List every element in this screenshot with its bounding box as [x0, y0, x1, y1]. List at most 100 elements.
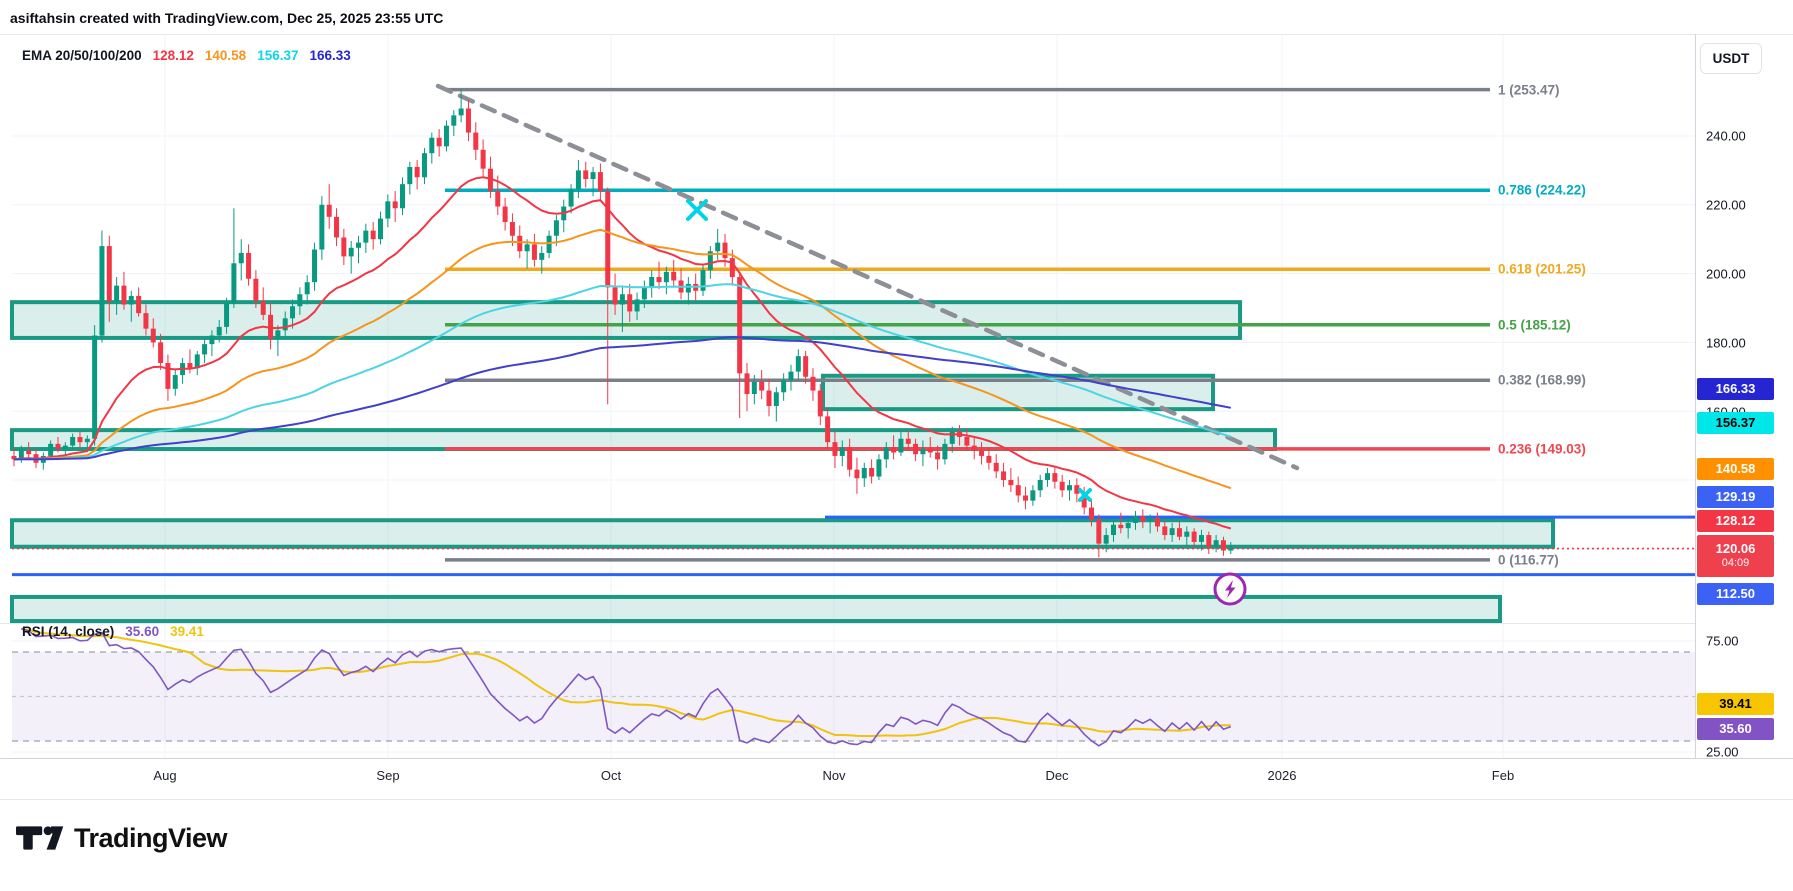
candle-body [150, 328, 156, 343]
candle-body [121, 285, 127, 305]
x-cross-marker [1078, 488, 1092, 502]
candle-body [575, 170, 581, 190]
price-badge: 35.60 [1697, 718, 1774, 740]
chart-top-border [0, 34, 1793, 35]
rsi-legend: RSI (14, close) 35.60 39.41 [22, 624, 204, 639]
candle-body [795, 356, 801, 372]
candle-body [77, 437, 83, 443]
candle-body [568, 189, 574, 207]
candle-body [392, 201, 398, 209]
candle-body [414, 166, 420, 178]
price-badge-value: 166.33 [1715, 380, 1756, 396]
fib-label-2[interactable]: 0.618 (201.25) [1498, 261, 1586, 277]
ema-line-200 [13, 335, 1231, 461]
fib-label-4[interactable]: 0.382 (168.99) [1498, 372, 1586, 388]
candle-body [509, 222, 515, 236]
candle-body [612, 287, 618, 305]
candle-body [1023, 495, 1029, 501]
pane-separator[interactable] [0, 623, 1695, 624]
month-label: 2026 [1267, 768, 1297, 783]
candle-body [1176, 528, 1182, 537]
candle-body [363, 230, 369, 243]
candle-body [627, 294, 633, 312]
price-badge-value: 35.60 [1719, 720, 1752, 736]
candle-body [1220, 540, 1226, 551]
fib-label-3[interactable]: 0.5 (185.12) [1498, 317, 1571, 333]
rsi-ma-line [21, 627, 1231, 737]
candle-body [583, 170, 589, 179]
candle-body [729, 258, 735, 278]
candle-body [62, 445, 68, 450]
month-label: Aug [153, 768, 177, 783]
fib-label-5[interactable]: 0.236 (149.03) [1498, 441, 1586, 457]
ema-line-20 [13, 176, 1232, 530]
ema-line-50 [13, 228, 1232, 490]
candle-body [1118, 524, 1124, 529]
candle-body [817, 390, 823, 417]
candle-body [1147, 517, 1153, 522]
axis-label: 25.00 [1706, 744, 1739, 760]
price-badge-value: 129.19 [1715, 488, 1756, 504]
candle-body [707, 251, 713, 271]
candle-body [312, 249, 318, 283]
candle-body [715, 242, 721, 252]
supply-demand-zone [10, 300, 1242, 340]
candle-body [913, 443, 919, 455]
tradingview-logo[interactable]: TradingView [16, 822, 228, 854]
candle-body [290, 306, 296, 319]
candle-body [744, 373, 750, 394]
candle-body [1111, 524, 1116, 536]
candle-body [1015, 485, 1021, 496]
candle-body [964, 437, 970, 446]
supply-demand-zone [10, 518, 1555, 549]
ema-value-0: 128.12 [152, 48, 194, 63]
candle-body [224, 302, 230, 327]
unit-currency-button[interactable]: USDT [1700, 43, 1762, 74]
candle-body [685, 283, 691, 293]
candle-body [209, 335, 215, 345]
candle-body [986, 455, 992, 463]
candle-body [1228, 548, 1234, 551]
candle-body [869, 467, 875, 477]
candle-body [993, 462, 999, 472]
candle-body [781, 380, 787, 393]
candle-body [737, 277, 743, 374]
candle-body [876, 459, 882, 477]
x-cross-marker [686, 199, 708, 221]
candle-body [18, 450, 24, 460]
axis-label: 220.00 [1706, 197, 1746, 213]
candle-body [99, 246, 105, 336]
candle-body [854, 469, 860, 479]
candle-body [128, 295, 134, 305]
candle-body [465, 108, 471, 133]
candle-body [803, 356, 809, 377]
fib-label-6[interactable]: 0 (116.77) [1498, 552, 1559, 568]
candle-body [334, 216, 340, 238]
rsi-line [21, 627, 1232, 747]
axis-label: 200.00 [1706, 266, 1746, 282]
candle-body [898, 438, 904, 453]
fib-label-0[interactable]: 1 (253.47) [1498, 82, 1560, 98]
candle-body [385, 201, 391, 219]
candle-body [839, 447, 845, 456]
candle-body [524, 244, 530, 252]
axis-label: 180.00 [1706, 335, 1746, 351]
candle-body [304, 282, 310, 295]
fib-label-1[interactable]: 0.786 (224.22) [1498, 182, 1586, 198]
candle-body [158, 342, 164, 364]
candle-body [143, 313, 149, 329]
candle-body [436, 137, 442, 147]
candle-body [641, 287, 647, 300]
candle-body [722, 242, 728, 259]
candle-body [84, 438, 90, 443]
candle-body [1103, 535, 1109, 544]
candle-body [202, 344, 208, 355]
candle-body [480, 149, 486, 169]
price-badge-value: 156.37 [1715, 414, 1756, 430]
price-badge: 166.33 [1697, 378, 1774, 400]
candle-body [194, 354, 200, 369]
candle-body [949, 431, 955, 444]
candle-body [238, 252, 244, 264]
candle-body [48, 443, 54, 456]
